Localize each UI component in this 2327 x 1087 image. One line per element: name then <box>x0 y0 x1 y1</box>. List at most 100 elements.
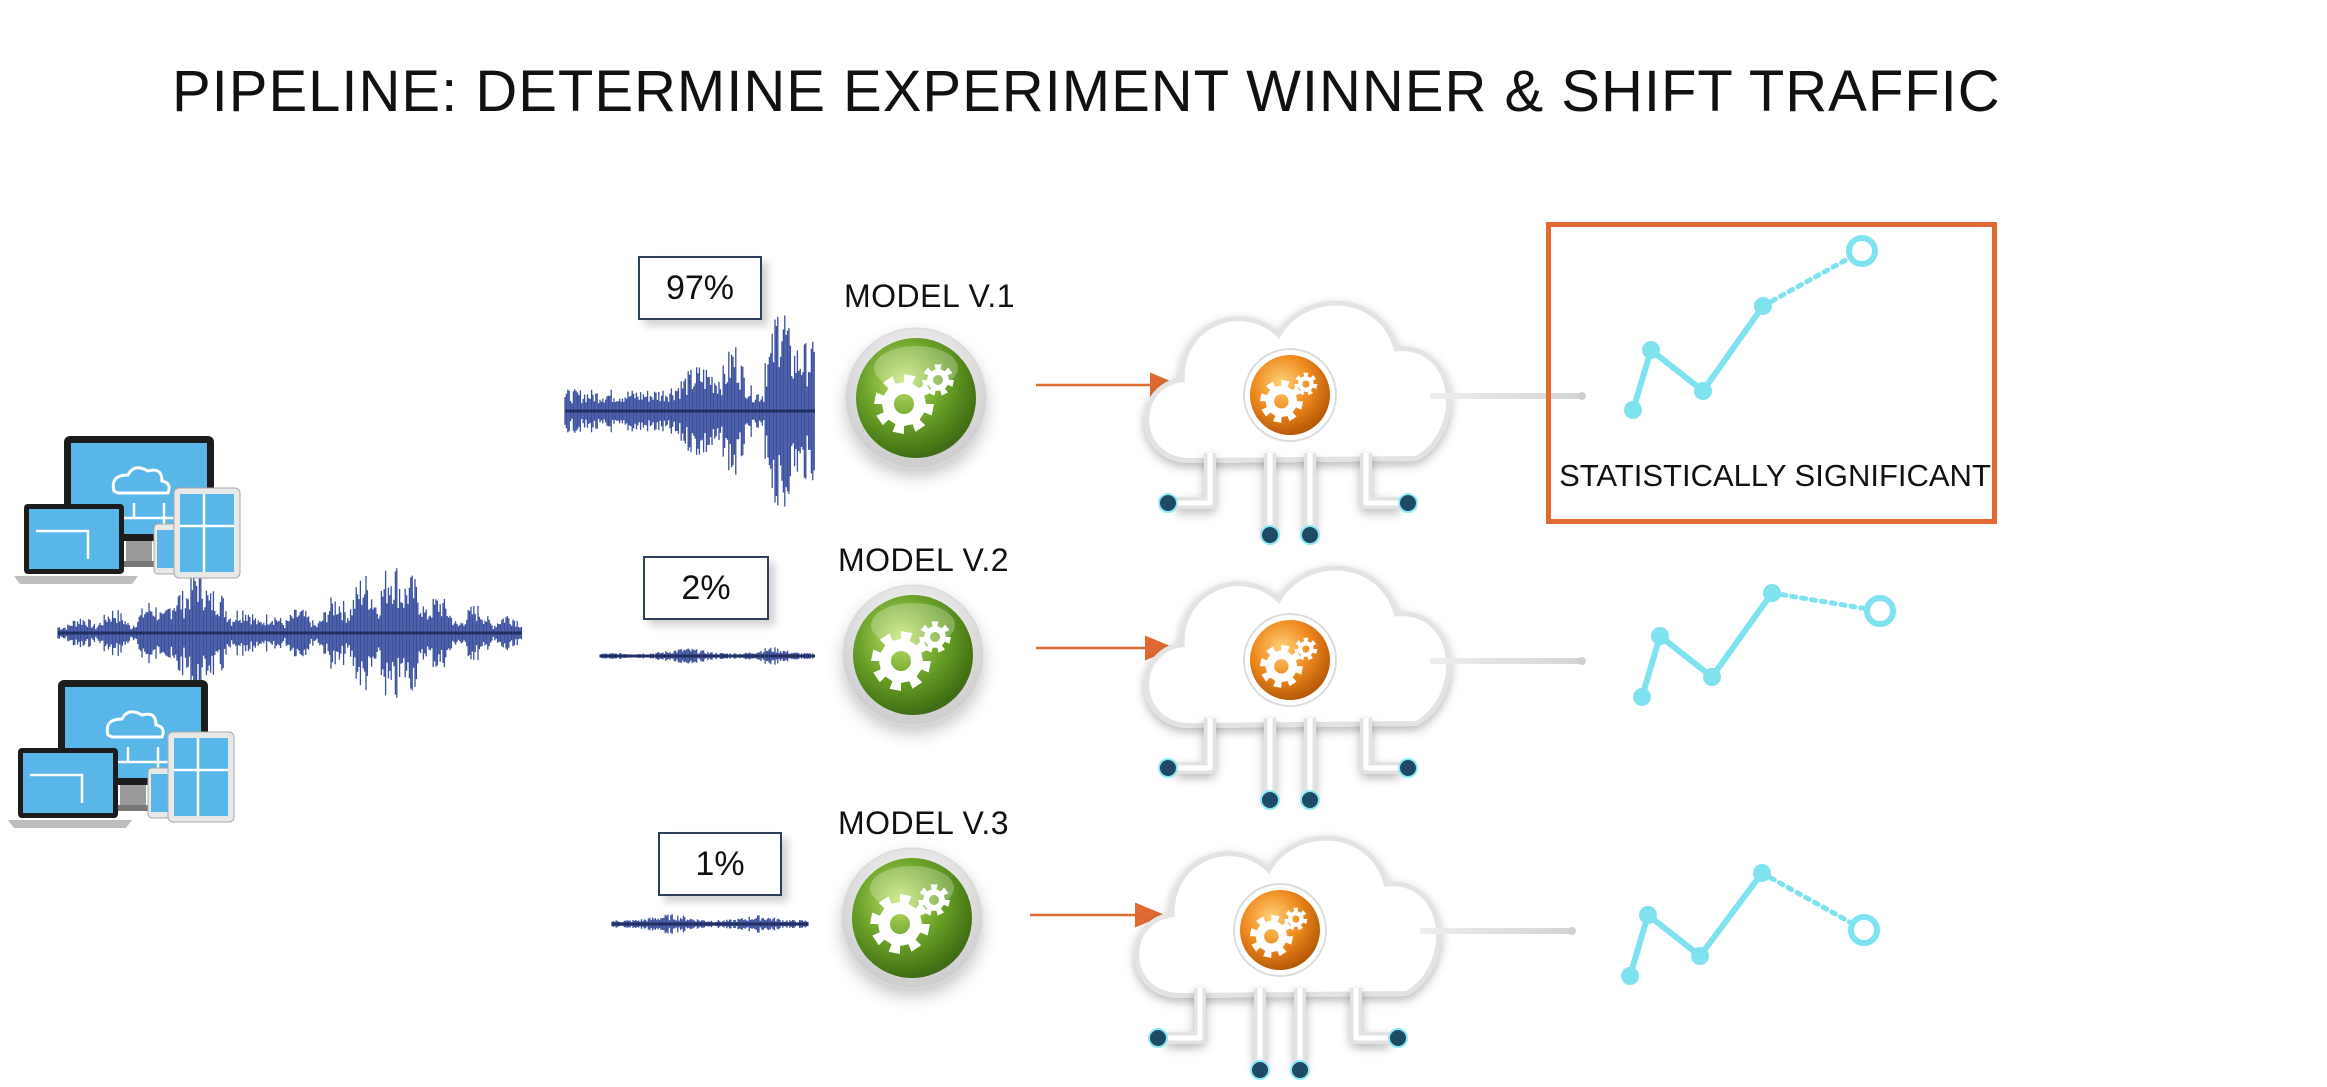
model-label-2: MODEL V.2 <box>838 542 1010 578</box>
tablet-screen <box>180 494 234 572</box>
trend-projection <box>1759 870 1867 933</box>
page-title: PIPELINE: DETERMINE EXPERIMENT WINNER & … <box>172 59 2001 124</box>
circuit-node <box>1388 1028 1408 1048</box>
trend-line-icon-3 <box>1621 864 1880 985</box>
monitor-base <box>102 805 164 811</box>
gear-glyph <box>874 364 954 434</box>
circuit-node <box>1148 1028 1168 1048</box>
laptop-lines <box>36 529 90 559</box>
trend-line-icons <box>1621 235 1896 985</box>
screen-cloud <box>105 710 165 739</box>
trend-line <box>1639 590 1775 700</box>
trend-point <box>1753 864 1771 882</box>
flow-arrows <box>1030 372 1180 928</box>
gear-small <box>1294 372 1318 396</box>
monitor-stand <box>120 785 146 807</box>
circuit-node <box>1158 758 1178 778</box>
cloud-gear-glyph <box>1259 372 1318 423</box>
trend-line-icon-1 <box>1624 235 1878 419</box>
devices-icon-top <box>14 436 241 584</box>
trend-point <box>1754 297 1772 315</box>
gear-icon-model-2 <box>842 584 984 726</box>
trend-point <box>1703 668 1721 686</box>
circuit-node <box>1158 493 1178 513</box>
traffic-percent: 97% <box>665 268 735 307</box>
trend-point <box>1763 584 1781 602</box>
phone-screen <box>151 774 171 812</box>
cloud-gear-glyph <box>1249 907 1308 958</box>
tablet-lines <box>180 494 234 572</box>
trend-point <box>1691 947 1709 965</box>
tablet-screen <box>174 738 228 816</box>
trend-target <box>1846 235 1878 267</box>
laptop-screen <box>23 753 113 813</box>
cloud-circuit-icon-3 <box>1134 835 1576 1080</box>
trend-target <box>1864 595 1896 627</box>
gear-large <box>871 631 931 691</box>
traffic-percent: 2% <box>681 568 731 607</box>
circuit-node <box>1290 1060 1310 1080</box>
gear-large <box>1249 914 1293 958</box>
trend-projection <box>1769 590 1883 614</box>
trend-point <box>1624 401 1642 419</box>
input-waveform <box>57 568 523 698</box>
trend-point <box>1633 688 1651 706</box>
circuit-legs-inner <box>1176 718 1400 796</box>
trend-projection <box>1760 248 1865 309</box>
model-label-1: MODEL V.1 <box>844 278 1016 314</box>
connector-dot <box>1578 657 1586 665</box>
trend-point <box>1639 906 1657 924</box>
gear-glyph <box>870 884 950 954</box>
waveforms <box>57 315 815 934</box>
cloud-connector <box>1430 658 1580 664</box>
winner-label: STATISTICALLY SIGNIFICANT <box>1559 458 1991 493</box>
cloud-circuit-icons <box>1134 300 1586 1080</box>
trend-line-icon-2 <box>1633 584 1896 706</box>
gear-small <box>922 364 954 396</box>
model-label-3: MODEL V.3 <box>838 805 1010 841</box>
gear-large <box>1259 379 1303 423</box>
devices-icon <box>8 436 241 828</box>
gear-shine <box>870 866 954 910</box>
trend-line <box>1627 870 1765 979</box>
gear-large <box>1259 644 1303 688</box>
waveform-model-1 <box>564 315 815 507</box>
waveform-model-3 <box>611 914 809 934</box>
circuit-node <box>1250 1060 1270 1080</box>
circuit-node <box>1398 493 1418 513</box>
trend-point <box>1651 627 1669 645</box>
laptop-base <box>8 820 132 828</box>
gear-icon-model-1 <box>845 327 987 469</box>
phone-screen <box>157 530 177 568</box>
trend-point <box>1694 382 1712 400</box>
gear-large <box>874 374 934 434</box>
traffic-percent: 1% <box>695 844 745 883</box>
gear-shine <box>871 603 955 647</box>
traffic-box-model-3: 1% <box>658 832 782 896</box>
laptop-base <box>14 576 138 584</box>
monitor-base <box>108 561 170 567</box>
laptop-screen <box>29 509 119 569</box>
devices-icon-bottom <box>8 680 235 828</box>
circuit-node <box>1398 758 1418 778</box>
cloud-circuit-icon-1 <box>1144 300 1586 545</box>
model-gears <box>841 327 987 989</box>
gear-small <box>1284 907 1308 931</box>
circuit-node <box>1260 790 1280 810</box>
circuit-legs-inner <box>1166 988 1390 1066</box>
traffic-box-model-1: 97% <box>638 256 762 320</box>
winner-highlight-box <box>1546 222 1997 524</box>
gear-glyph <box>871 621 951 691</box>
gear-small <box>918 884 950 916</box>
cloud-connector <box>1430 393 1580 399</box>
connector-dot <box>1568 927 1576 935</box>
circuit-legs-inner <box>1176 453 1400 531</box>
gear-small <box>919 621 951 653</box>
trend-point <box>1621 967 1639 985</box>
screen-cloud <box>111 466 171 495</box>
trend-point <box>1642 341 1660 359</box>
tablet-lines <box>174 738 228 816</box>
gear-shine <box>874 346 958 390</box>
traffic-box-model-2: 2% <box>643 556 769 620</box>
